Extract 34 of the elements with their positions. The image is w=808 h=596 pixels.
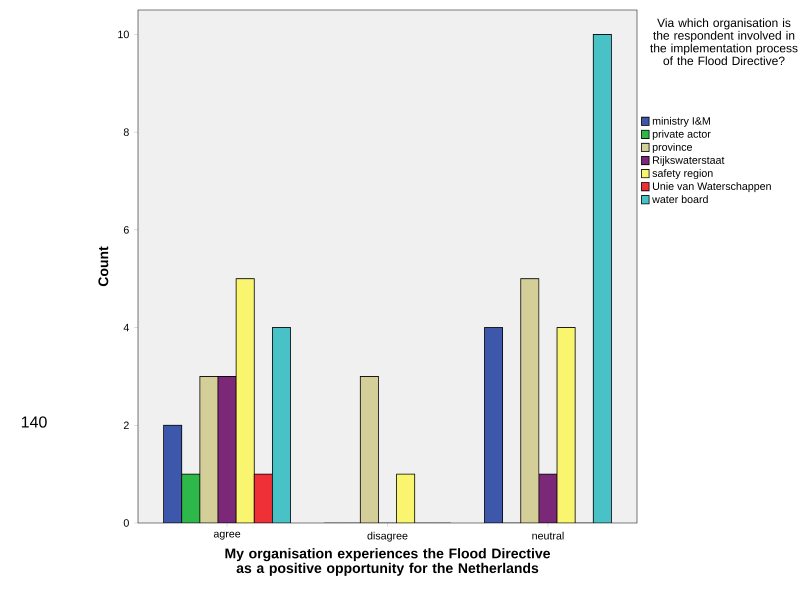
- bar: [396, 474, 415, 523]
- bar: [218, 376, 237, 523]
- x-tick-label: agree: [214, 532, 240, 540]
- legend-label: Rijkswaterstaat: [653, 156, 724, 166]
- legend-label: water board: [652, 195, 708, 204]
- bar: [520, 278, 540, 523]
- bar: [556, 327, 576, 523]
- x-axis-title: My organisation experiences the Flood Directive as a positive opportunity for the Netherlands: [225, 548, 550, 576]
- x-tick-label: neutral: [532, 532, 564, 540]
- bar: [360, 376, 378, 523]
- y-tick-label: 8: [124, 128, 129, 136]
- bar: [538, 474, 558, 523]
- y-tick-label: 0: [124, 519, 129, 527]
- legend-label: safety region: [652, 169, 713, 180]
- bar: [236, 278, 255, 523]
- bar: [592, 34, 612, 523]
- legend-label: Unie van Waterschappen: [652, 182, 771, 192]
- bar: [272, 327, 291, 523]
- legend-label: private actor: [652, 130, 711, 140]
- legend-label: province: [652, 142, 692, 153]
- y-tick-label: 4: [124, 324, 129, 332]
- bar: [199, 376, 218, 523]
- bar: [163, 424, 182, 523]
- bar: [181, 474, 200, 523]
- bar: [484, 327, 504, 523]
- y-tick-label: 6: [124, 226, 129, 234]
- y-tick-label: 2: [124, 422, 129, 429]
- text: 140: [22, 416, 47, 428]
- y-tick-label: 10: [118, 30, 129, 38]
- y-axis-title: Count: [98, 246, 108, 286]
- bar: [254, 474, 273, 523]
- legend-label: ministry I&M: [652, 116, 710, 127]
- x-tick-label: disagree: [367, 532, 408, 542]
- legend-title: Via which organisation is the respondent involved in the implementation process of the Flood Directive?: [650, 18, 798, 66]
